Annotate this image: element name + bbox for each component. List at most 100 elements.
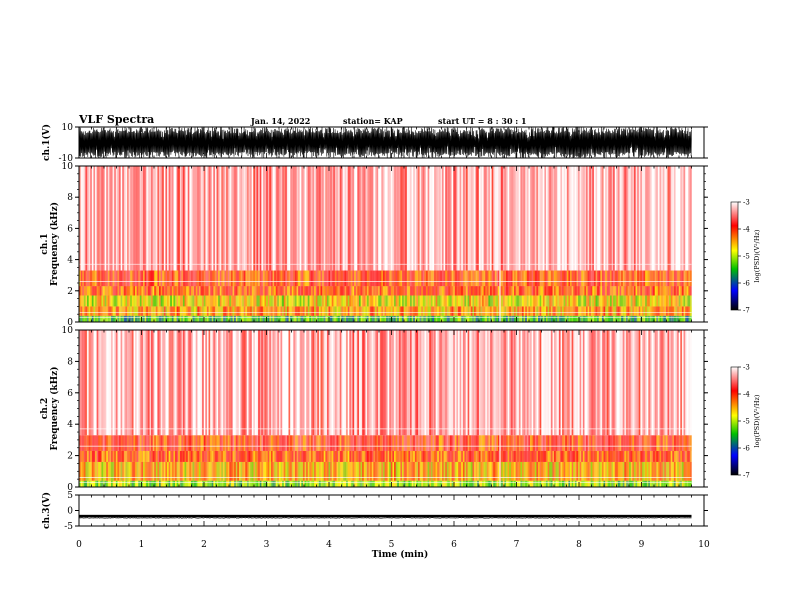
band-column [571,286,574,296]
band-column [336,480,339,487]
band-column [306,330,308,436]
band-column [518,306,521,316]
band-column [213,295,216,307]
band-column [595,295,598,307]
band-column [445,435,448,451]
band-column [448,270,451,287]
band-column [384,315,387,322]
band-column [302,286,305,296]
band-column [520,295,523,307]
band-column [250,166,252,271]
band-column [371,166,374,271]
band-column [214,286,217,296]
band-column [336,270,339,287]
band-column [523,461,526,481]
band-column [352,330,355,436]
band-column [493,166,496,271]
band-column [437,435,440,451]
band-column [483,286,486,296]
band-column [350,166,353,271]
band-column [147,166,150,271]
band-column [646,166,649,271]
band-column [160,480,163,487]
band-column [539,480,542,487]
y-tick-label: 2 [67,287,73,297]
band-column [589,480,592,487]
band-column [227,330,230,436]
band-column [214,295,217,307]
band-column [601,306,604,316]
band-column [603,461,606,481]
band-column [87,330,89,436]
band-column [641,306,644,316]
band-column [189,435,192,451]
band-column [181,450,184,462]
band-column [382,435,385,451]
band-column [154,295,157,307]
band-column [242,286,244,296]
band-column [656,330,659,436]
band-column [400,450,403,462]
band-column [184,461,187,481]
band-column [469,270,472,287]
band-column [346,295,348,307]
band-column [206,461,209,481]
band-column [354,480,356,487]
band-column [149,480,152,487]
band-column [496,330,499,436]
band-column [139,330,142,436]
band-column [109,306,112,316]
band-column [79,435,81,451]
band-column [491,480,494,487]
band-column [119,435,121,451]
band-column [211,330,214,436]
band-column [317,315,320,322]
band-column [637,166,639,271]
band-column [625,330,628,436]
band-column [250,315,252,322]
band-column [269,286,272,296]
band-column [243,295,246,307]
band-column [96,286,99,296]
band-column [286,166,289,271]
band-column [680,295,683,307]
band-column [601,461,604,481]
band-column [494,286,497,296]
band-column [192,461,195,481]
band-column [520,461,523,481]
band-column [549,435,552,451]
band-column [175,480,177,487]
band-column [309,450,312,462]
band-column [210,330,212,436]
band-column [661,435,663,451]
band-column [480,330,483,436]
band-column [544,480,547,487]
band-column [243,330,246,436]
band-column [563,166,566,271]
band-column [632,461,635,481]
band-column [681,295,684,307]
band-column [298,270,300,287]
band-column [120,480,123,487]
band-column [571,450,574,462]
band-column [440,295,443,307]
band-column [381,461,384,481]
band-column [486,286,489,296]
band-column [278,315,281,322]
band-column [649,480,652,487]
colorbar-tick-label: -5 [743,418,750,426]
band-column [673,286,676,296]
band-column [184,480,187,487]
band-column [83,480,86,487]
band-column [673,166,676,271]
band-column [611,435,614,451]
band-column [374,286,377,296]
band-column [665,295,668,307]
band-column [368,450,371,462]
band-column [509,166,512,271]
band-column [112,306,115,316]
band-column [363,435,366,451]
band-column [493,480,496,487]
band-column [469,306,472,316]
band-column [213,315,216,322]
